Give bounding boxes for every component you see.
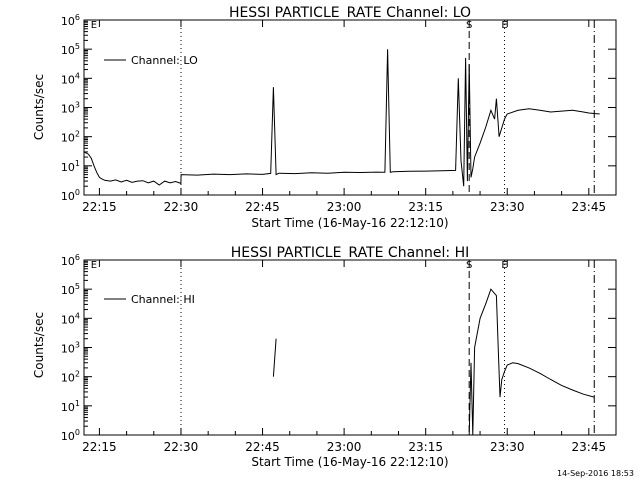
legend-entry: Channel: LO xyxy=(131,54,198,67)
x-tick-label: 23:00 xyxy=(327,200,362,214)
event-marker-label: E xyxy=(501,20,507,31)
y-tick-label: 101 xyxy=(61,399,80,414)
x-tick-label: 22:30 xyxy=(164,440,199,454)
event-marker-label: S xyxy=(466,260,472,271)
x-tick-label: 23:30 xyxy=(490,440,525,454)
y-tick-label: 106 xyxy=(61,13,80,28)
series-line xyxy=(468,288,595,436)
legend-entry: Channel: HI xyxy=(131,293,195,306)
x-tick-label: 23:45 xyxy=(572,440,607,454)
event-marker-label: E xyxy=(91,20,97,31)
y-tick-label: 102 xyxy=(61,370,80,385)
x-tick-label: 22:15 xyxy=(82,440,117,454)
x-axis-label: Start Time (16-May-16 22:12:10) xyxy=(251,455,448,469)
x-tick-label: 22:45 xyxy=(245,440,280,454)
legend: Channel: LO xyxy=(104,54,198,67)
event-marker-label: E xyxy=(501,260,507,271)
event-marker-label: S xyxy=(466,20,472,31)
y-tick-label: 104 xyxy=(61,71,80,86)
event-marker-label: E xyxy=(91,260,97,271)
plot-marks: 22:15 22:30 22:45 23:00 23:15 23:30 23:45 100 10… xyxy=(61,253,616,454)
x-tick-label: 22:15 xyxy=(82,200,117,214)
plot-frame xyxy=(83,19,617,196)
plot-marks: 22:15 22:30 22:45 23:00 23:15 23:30 23:45 100 10… xyxy=(61,13,616,214)
y-tick-label: 101 xyxy=(61,159,80,174)
chart-title: HESSI PARTICLE_RATE Channel: LO xyxy=(229,5,471,21)
y-tick-label: 100 xyxy=(61,428,80,443)
x-axis-label: Start Time (16-May-16 22:12:10) xyxy=(251,216,448,230)
legend: Channel: HI xyxy=(104,293,195,306)
y-tick-label: 105 xyxy=(61,42,80,57)
x-tick-label: 23:00 xyxy=(327,440,362,454)
x-tick-label: 23:15 xyxy=(408,440,443,454)
y-tick-label: 106 xyxy=(61,253,80,268)
y-tick-label: 103 xyxy=(61,341,80,356)
plot-frame xyxy=(83,259,617,436)
x-tick-label: 23:45 xyxy=(572,200,607,214)
x-tick-label: 23:30 xyxy=(490,200,525,214)
series-line xyxy=(272,338,277,377)
series-line xyxy=(83,49,600,187)
footer-timestamp: 14-Sep-2016 18:53 xyxy=(557,469,634,478)
y-axis-label: Counts/sec xyxy=(32,74,46,140)
y-tick-label: 100 xyxy=(61,188,80,203)
y-tick-label: 104 xyxy=(61,311,80,326)
y-tick-label: 103 xyxy=(61,101,80,116)
panel-hi: HESSI PARTICLE_RATE Channel: HI Counts/s… xyxy=(32,245,617,469)
panel-lo: HESSI PARTICLE_RATE Channel: LO Counts/s… xyxy=(32,5,617,230)
y-tick-label: 102 xyxy=(61,130,80,145)
y-tick-label: 105 xyxy=(61,282,80,297)
x-tick-label: 22:30 xyxy=(164,200,199,214)
x-tick-label: 22:45 xyxy=(245,200,280,214)
chart-title: HESSI PARTICLE_RATE Channel: HI xyxy=(231,245,469,261)
x-tick-label: 23:15 xyxy=(408,200,443,214)
y-axis-label: Counts/sec xyxy=(32,312,46,378)
